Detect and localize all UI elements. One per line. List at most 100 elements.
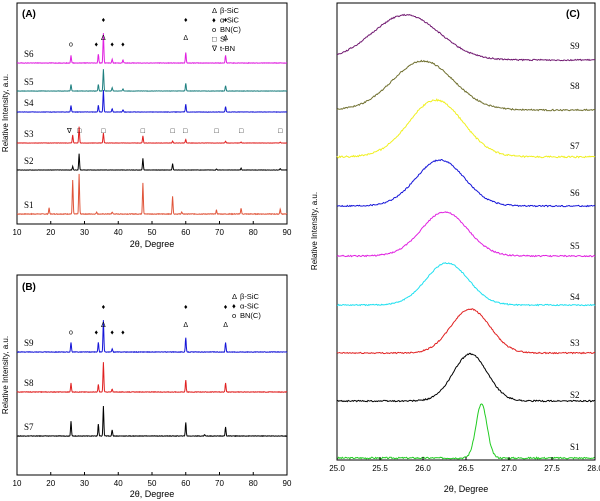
peak-marker-3: Δ bbox=[101, 35, 106, 42]
series-line-s3 bbox=[17, 126, 288, 144]
c-series-line-s8 bbox=[336, 59, 596, 112]
panel-c-series: S1 S2 S3 S4 S5 S6 S7 S8 S9 bbox=[336, 13, 596, 460]
c-series-line-s9 bbox=[336, 13, 596, 62]
panel-a-series: S1 S2 S3 S4 S5 S6 bbox=[16, 33, 288, 216]
peak-marker-8: ♦ bbox=[224, 304, 228, 311]
c-series-label-s5: S5 bbox=[570, 241, 580, 251]
x-tick-label: 90 bbox=[283, 479, 292, 488]
panel-b-annotations: o ♦♦Δ♦ ♦♦Δ♦Δ bbox=[69, 304, 228, 336]
c-x-tick-label: 27.5 bbox=[544, 464, 560, 473]
c-series-label-s3: S3 bbox=[570, 338, 580, 348]
legend-symbol-2: o bbox=[232, 311, 236, 320]
x-tick-label: 30 bbox=[80, 228, 89, 237]
series-label-s2: S2 bbox=[24, 156, 34, 166]
legend-text-sic: α-SiC bbox=[240, 302, 260, 311]
series-label-s3: S3 bbox=[24, 129, 34, 139]
panel-a-x-ticks: 10 20 30 40 50 60 70 80 90 bbox=[13, 221, 292, 237]
c-series-label-s7: S7 bbox=[570, 141, 580, 151]
series-label-s1: S1 bbox=[24, 200, 34, 210]
series-label-s6: S6 bbox=[24, 49, 34, 59]
legend-symbol-1: ♦ bbox=[212, 16, 216, 25]
x-tick-label: 70 bbox=[215, 228, 224, 237]
c-series-line-s1 bbox=[336, 403, 596, 460]
panel-a-y-axis-label: Relative Intensity, a.u. bbox=[1, 74, 10, 152]
x-tick-label: 20 bbox=[46, 228, 55, 237]
series-line-s8 bbox=[16, 362, 288, 393]
series-label-s4: S4 bbox=[24, 98, 34, 108]
c-series-line-s3 bbox=[336, 308, 596, 355]
c-series-label-s4: S4 bbox=[570, 292, 580, 302]
panel-a-x-axis-label: 2θ, Degree bbox=[130, 239, 175, 249]
panel-b-series: S7 S8 S9 bbox=[16, 320, 288, 437]
x-tick-label: 50 bbox=[148, 479, 157, 488]
x-tick-label: 50 bbox=[148, 228, 157, 237]
x-tick-label: 40 bbox=[114, 228, 123, 237]
peak-marker-11: □ bbox=[77, 128, 82, 135]
legend-symbol-4: ∇ bbox=[211, 44, 218, 53]
peak-marker-3: Δ bbox=[101, 322, 106, 329]
c-series-line-s2 bbox=[336, 352, 595, 403]
legend-symbol-0: Δ bbox=[212, 6, 217, 15]
peak-marker-7: Δ bbox=[183, 35, 188, 42]
x-tick-label: 60 bbox=[181, 479, 190, 488]
panel-b-label: (B) bbox=[22, 282, 36, 293]
peak-marker-15: □ bbox=[183, 128, 188, 135]
legend-symbol-0: Δ bbox=[232, 292, 237, 301]
peak-marker-2: ♦ bbox=[102, 17, 106, 24]
peak-marker-6: ♦ bbox=[184, 304, 188, 311]
x-tick-label: 10 bbox=[13, 228, 22, 237]
peak-marker-12: □ bbox=[101, 128, 106, 135]
series-label-s7: S7 bbox=[24, 422, 34, 432]
c-series-line-s7 bbox=[336, 98, 596, 159]
series-line-s2 bbox=[16, 153, 287, 171]
series-line-s7 bbox=[16, 405, 288, 437]
c-x-tick-label: 26.0 bbox=[415, 464, 431, 473]
peak-marker-1: ♦ bbox=[95, 329, 99, 336]
series-label-s5: S5 bbox=[24, 77, 34, 87]
x-tick-label: 20 bbox=[46, 479, 55, 488]
peak-marker-5: ♦ bbox=[121, 329, 125, 336]
legend-text-sic: α-SiC bbox=[220, 16, 240, 25]
legend-symbol-2: o bbox=[212, 25, 216, 34]
panel-c-x-axis-label: 2θ, Degree bbox=[444, 484, 489, 494]
peak-marker-9: Δ bbox=[223, 35, 228, 42]
peak-marker-18: □ bbox=[278, 128, 283, 135]
peak-marker-17: □ bbox=[239, 128, 244, 135]
series-line-s9 bbox=[16, 320, 288, 354]
c-series-line-s4 bbox=[337, 262, 596, 307]
x-tick-label: 90 bbox=[283, 228, 292, 237]
legend-text-bn-c: BN(C) bbox=[240, 311, 261, 320]
peak-marker-0: o bbox=[69, 329, 73, 336]
legend-symbol-1: ♦ bbox=[232, 302, 236, 311]
c-series-line-s5 bbox=[336, 211, 596, 258]
legend-text-t-bn: t-BN bbox=[220, 44, 235, 53]
legend-text-sic: β-SiC bbox=[240, 292, 259, 301]
peak-marker-0: o bbox=[69, 42, 73, 49]
legend-text-si: Si bbox=[220, 35, 227, 44]
panel-a-frame bbox=[16, 2, 288, 225]
panel-c-frame bbox=[336, 2, 596, 461]
peak-marker-6: ♦ bbox=[184, 17, 188, 24]
c-x-tick-label: 28.0 bbox=[587, 464, 600, 473]
peak-marker-7: Δ bbox=[183, 322, 188, 329]
panel-c-label: (C) bbox=[566, 9, 580, 20]
peak-marker-16: □ bbox=[214, 128, 219, 135]
peak-marker-4: ♦ bbox=[110, 329, 114, 336]
series-label-s9: S9 bbox=[24, 338, 34, 348]
panel-b-y-axis-label: Relative Intensity, a.u. bbox=[1, 336, 10, 414]
panel-b-x-ticks: 10 20 30 40 50 60 70 80 90 bbox=[13, 472, 292, 488]
peak-marker-2: ♦ bbox=[102, 304, 106, 311]
x-tick-label: 30 bbox=[80, 479, 89, 488]
panel-c-x-ticks: 25.0 25.5 26.0 26.5 27.0 27.5 28.0 bbox=[329, 457, 600, 473]
peak-marker-4: ♦ bbox=[110, 42, 114, 49]
c-series-label-s8: S8 bbox=[570, 81, 580, 91]
panel-c-y-axis-label: Relative Intensity, a.u. bbox=[310, 192, 319, 270]
c-x-tick-label: 25.5 bbox=[372, 464, 388, 473]
series-label-s8: S8 bbox=[24, 378, 34, 388]
c-series-label-s9: S9 bbox=[570, 41, 580, 51]
